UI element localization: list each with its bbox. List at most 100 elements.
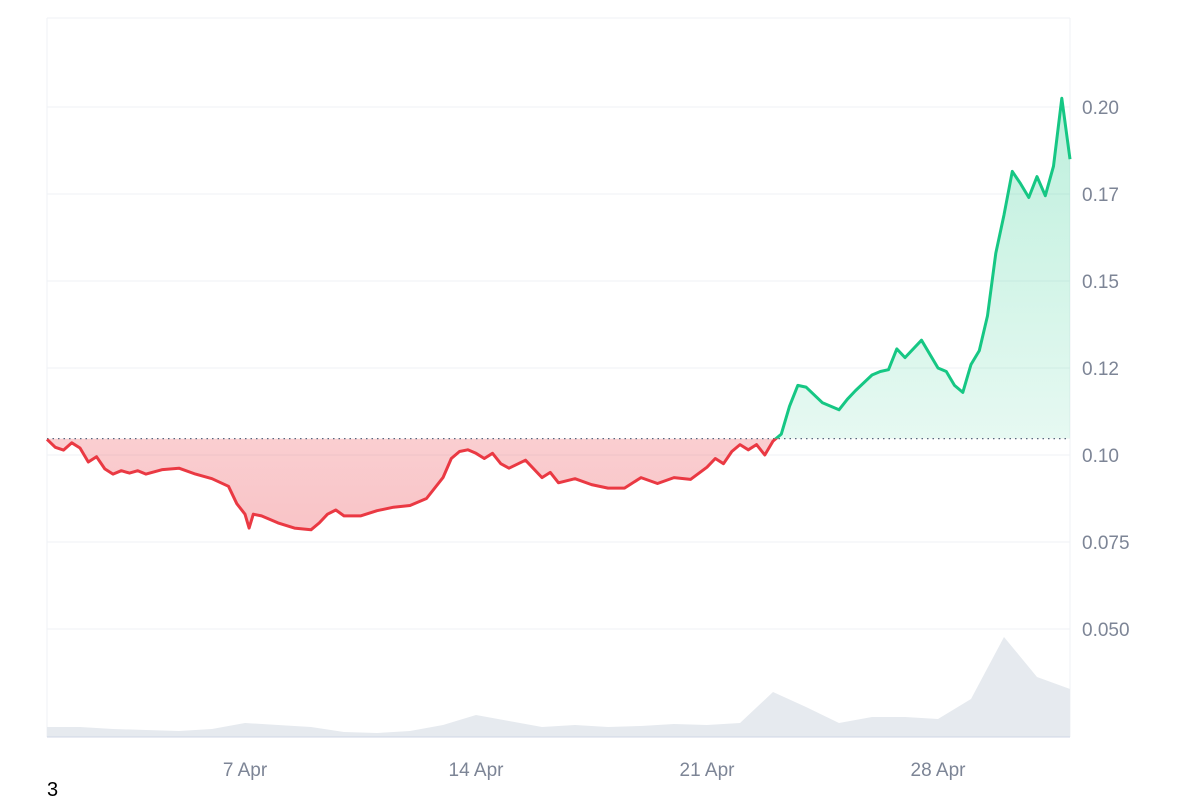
price-point[interactable] bbox=[705, 465, 709, 469]
price-point[interactable] bbox=[961, 390, 965, 394]
price-point[interactable] bbox=[161, 468, 165, 472]
price-point[interactable] bbox=[713, 457, 717, 461]
price-point[interactable] bbox=[482, 457, 486, 461]
price-point[interactable] bbox=[969, 363, 973, 367]
price-point[interactable] bbox=[70, 441, 74, 445]
price-point[interactable] bbox=[243, 512, 247, 516]
price-point[interactable] bbox=[268, 517, 272, 521]
price-point[interactable] bbox=[62, 448, 66, 452]
price-point[interactable] bbox=[194, 472, 198, 476]
price-point[interactable] bbox=[251, 512, 255, 516]
price-point[interactable] bbox=[177, 466, 181, 470]
price-point[interactable] bbox=[763, 453, 767, 457]
price-point[interactable] bbox=[788, 404, 792, 408]
price-point[interactable] bbox=[359, 514, 363, 518]
price-point[interactable] bbox=[639, 476, 643, 480]
price-point[interactable] bbox=[408, 504, 412, 508]
price-point[interactable] bbox=[309, 528, 313, 532]
price-point[interactable] bbox=[334, 508, 338, 512]
price-point[interactable] bbox=[944, 370, 948, 374]
price-point[interactable] bbox=[342, 514, 346, 518]
price-point[interactable] bbox=[1043, 194, 1047, 198]
price-point[interactable] bbox=[540, 476, 544, 480]
price-point[interactable] bbox=[821, 401, 825, 405]
price-point[interactable] bbox=[623, 486, 627, 490]
price-point[interactable] bbox=[53, 445, 57, 449]
price-point[interactable] bbox=[672, 476, 676, 480]
price-point[interactable] bbox=[136, 469, 140, 473]
price-point[interactable] bbox=[95, 455, 99, 459]
price-point[interactable] bbox=[953, 383, 957, 387]
price-point[interactable] bbox=[103, 467, 107, 471]
price-point[interactable] bbox=[994, 251, 998, 255]
price-point[interactable] bbox=[260, 514, 264, 518]
price-point[interactable] bbox=[771, 439, 775, 443]
price-point[interactable] bbox=[474, 451, 478, 455]
price-point[interactable] bbox=[722, 462, 726, 466]
price-point[interactable] bbox=[425, 497, 429, 501]
price-point[interactable] bbox=[392, 505, 396, 509]
price-point[interactable] bbox=[887, 368, 891, 372]
price-point[interactable] bbox=[746, 448, 750, 452]
price-point[interactable] bbox=[779, 432, 783, 436]
price-point[interactable] bbox=[1002, 213, 1006, 217]
price-point[interactable] bbox=[276, 521, 280, 525]
price-point[interactable] bbox=[326, 512, 330, 516]
price-point[interactable] bbox=[449, 457, 453, 461]
price-point[interactable] bbox=[45, 437, 49, 441]
price-point[interactable] bbox=[235, 502, 239, 506]
price-point[interactable] bbox=[755, 443, 759, 447]
price-point[interactable] bbox=[590, 483, 594, 487]
price-point[interactable] bbox=[1019, 182, 1023, 186]
price-point[interactable] bbox=[491, 451, 495, 455]
price-point[interactable] bbox=[606, 486, 610, 490]
price-point[interactable] bbox=[119, 469, 123, 473]
price-point[interactable] bbox=[854, 389, 858, 393]
price-point[interactable] bbox=[689, 477, 693, 481]
price-point[interactable] bbox=[936, 366, 940, 370]
price-point[interactable] bbox=[557, 481, 561, 485]
price-point[interactable] bbox=[1052, 164, 1056, 168]
price-point[interactable] bbox=[986, 314, 990, 318]
price-point[interactable] bbox=[458, 450, 462, 454]
price-point[interactable] bbox=[730, 450, 734, 454]
price-point[interactable] bbox=[227, 484, 231, 488]
price-point[interactable] bbox=[903, 356, 907, 360]
price-point[interactable] bbox=[920, 338, 924, 342]
price-point[interactable] bbox=[548, 470, 552, 474]
price-point[interactable] bbox=[738, 443, 742, 447]
price-point[interactable] bbox=[210, 477, 214, 481]
price-point[interactable] bbox=[144, 472, 148, 476]
price-point[interactable] bbox=[845, 397, 849, 401]
price-point[interactable] bbox=[573, 477, 577, 481]
price-point[interactable] bbox=[466, 448, 470, 452]
price-point[interactable] bbox=[293, 526, 297, 530]
price-point[interactable] bbox=[375, 509, 379, 513]
price-point[interactable] bbox=[499, 462, 503, 466]
price-point[interactable] bbox=[796, 383, 800, 387]
price-point[interactable] bbox=[507, 466, 511, 470]
price-point[interactable] bbox=[878, 370, 882, 374]
price-point[interactable] bbox=[1010, 169, 1014, 173]
price-point[interactable] bbox=[804, 385, 808, 389]
price-point[interactable] bbox=[837, 408, 841, 412]
price-point[interactable] bbox=[870, 373, 874, 377]
price-point[interactable] bbox=[1027, 196, 1031, 200]
price-point[interactable] bbox=[317, 521, 321, 525]
price-point[interactable] bbox=[111, 472, 115, 476]
price-line-up-segment[interactable] bbox=[47, 96, 1072, 530]
price-line[interactable] bbox=[45, 96, 1072, 532]
price-point[interactable] bbox=[656, 482, 660, 486]
price-point[interactable] bbox=[1068, 157, 1072, 161]
price-point[interactable] bbox=[895, 347, 899, 351]
price-point[interactable] bbox=[1035, 175, 1039, 179]
price-point[interactable] bbox=[441, 476, 445, 480]
price-point[interactable] bbox=[128, 471, 132, 475]
price-point[interactable] bbox=[977, 349, 981, 353]
price-point[interactable] bbox=[78, 446, 82, 450]
price-point[interactable] bbox=[524, 458, 528, 462]
price-point[interactable] bbox=[86, 460, 90, 464]
price-point[interactable] bbox=[1060, 96, 1064, 100]
